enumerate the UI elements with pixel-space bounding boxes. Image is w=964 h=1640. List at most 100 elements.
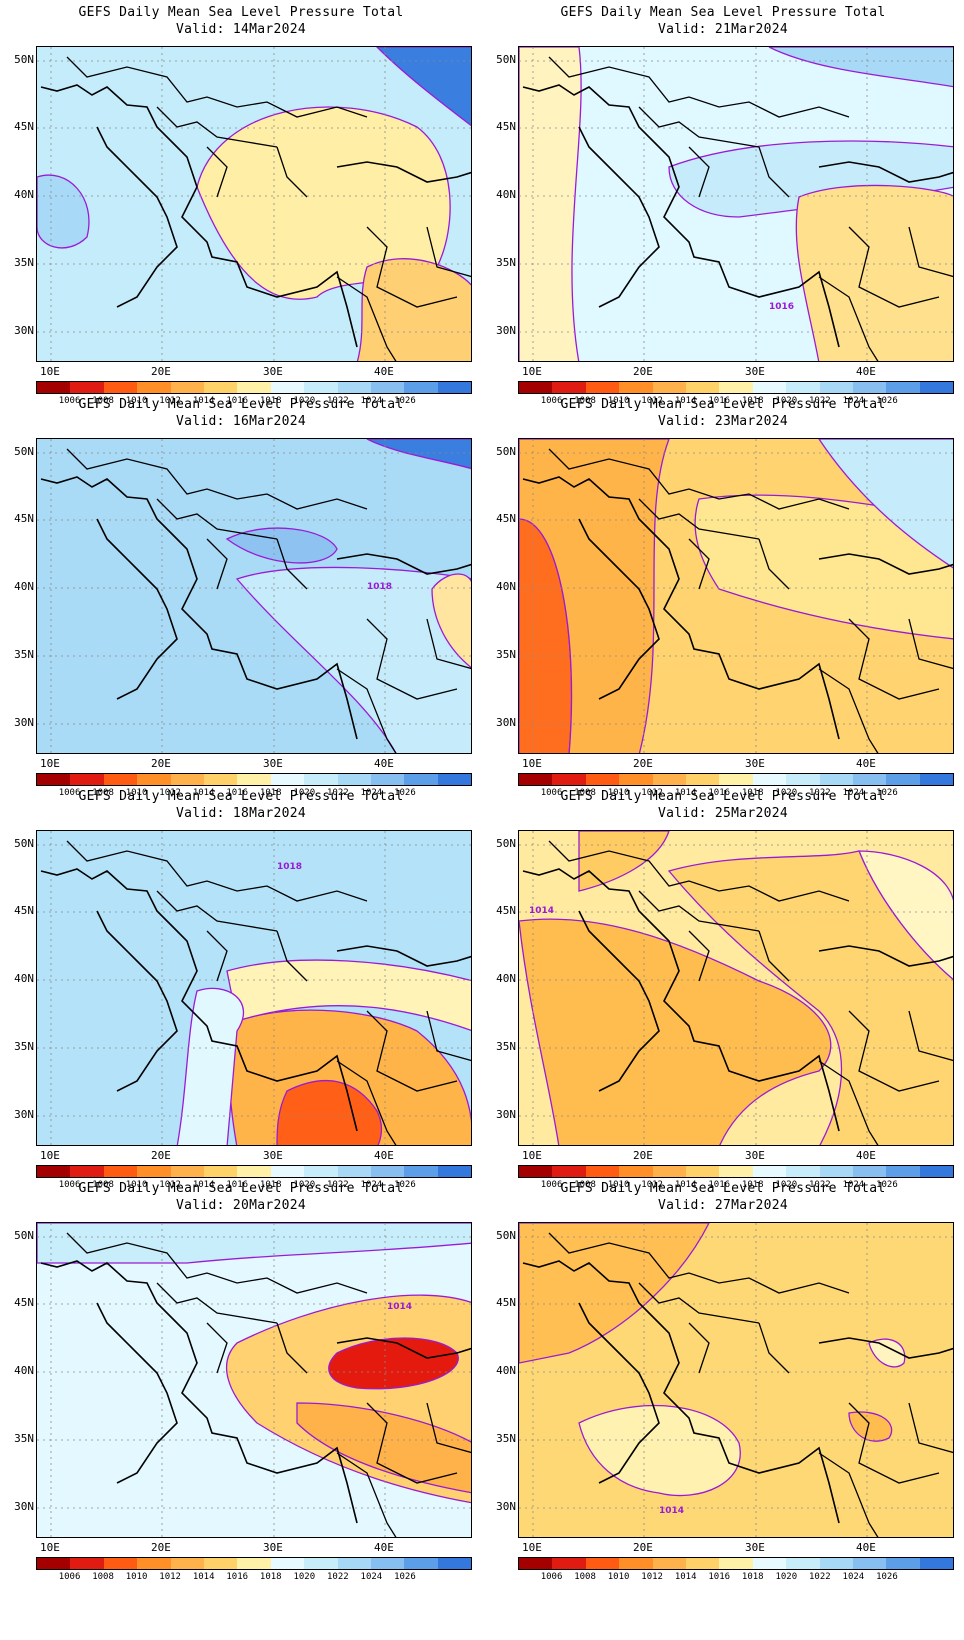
colorbar-swatch <box>585 774 620 785</box>
colorbar-swatch <box>137 382 171 393</box>
lat-label: 45N <box>14 120 34 133</box>
colorbar-tick-label: 1014 <box>192 1572 215 1582</box>
colorbar-swatch <box>304 1166 338 1177</box>
lat-label: 45N <box>14 512 34 525</box>
lat-label: 35N <box>496 1432 516 1445</box>
colorbar-swatch <box>237 382 271 393</box>
colorbar-swatch <box>886 382 920 393</box>
colorbar-tick-label: 1026 <box>394 1572 416 1582</box>
lon-label: 40E <box>856 1541 876 1554</box>
pressure-map: 1018 <box>36 438 472 754</box>
pressure-area <box>519 439 670 753</box>
pressure-map <box>518 438 954 754</box>
colorbar-swatch <box>70 1558 104 1569</box>
lon-label: 10E <box>40 1149 60 1162</box>
colorbar-tick-label: 1022 <box>327 1572 349 1582</box>
colorbar-tick-label: 1018 <box>741 396 764 406</box>
lat-label: 40N <box>496 580 516 593</box>
colorbar-tick-label: 1018 <box>259 396 282 406</box>
lat-label: 50N <box>14 837 34 850</box>
colorbar-swatch <box>337 1558 371 1569</box>
lon-label: 20E <box>151 365 171 378</box>
map-panel: GEFS Daily Mean Sea Level Pressure Total… <box>482 0 964 410</box>
colorbar-tick-label: 1006 <box>540 1572 563 1582</box>
colorbar-tick-label: 1020 <box>775 1180 798 1190</box>
colorbar-tick-label: 1018 <box>259 1572 282 1582</box>
map-panel: GEFS Daily Mean Sea Level Pressure Total… <box>0 0 482 410</box>
colorbar <box>518 1165 954 1178</box>
colorbar-tick-label: 1018 <box>259 1180 282 1190</box>
lat-label: 35N <box>14 256 34 269</box>
panel-title: GEFS Daily Mean Sea Level Pressure Total <box>78 1181 404 1196</box>
colorbar-tick-label: 1016 <box>226 788 249 798</box>
lat-label: 50N <box>496 1229 516 1242</box>
colorbar <box>518 1557 954 1570</box>
contour-label: 1018 <box>367 582 392 592</box>
contour-label: 1014 <box>387 1302 412 1312</box>
colorbar-swatch <box>170 1166 204 1177</box>
colorbar-swatch <box>170 1558 204 1569</box>
colorbar-swatch <box>270 382 305 393</box>
lon-label: 40E <box>374 1541 394 1554</box>
panel-valid-date: Valid: 18Mar2024 <box>175 806 307 821</box>
lat-label: 40N <box>496 1364 516 1377</box>
colorbar-swatch <box>719 774 753 785</box>
colorbar-swatch <box>619 774 653 785</box>
colorbar-swatch <box>685 1558 720 1569</box>
pressure-map: 1014 <box>518 1222 954 1538</box>
colorbar-tick-label: 1022 <box>327 1180 349 1190</box>
colorbar-swatch <box>437 382 472 393</box>
lat-label: 30N <box>496 324 516 337</box>
colorbar-swatch <box>819 1166 853 1177</box>
colorbar-tick-label: 1010 <box>125 788 148 798</box>
colorbar-swatch <box>370 1558 405 1569</box>
contour-label: 1016 <box>769 302 794 312</box>
pressure-map: 1018 <box>36 830 472 1146</box>
colorbar-tick-label: 1008 <box>574 1180 596 1190</box>
pressure-area <box>868 1338 906 1368</box>
lon-label: 10E <box>522 365 542 378</box>
colorbar-tick-label: 1010 <box>607 788 630 798</box>
colorbar-tick-label: 1024 <box>842 1572 865 1582</box>
colorbar-tick-label: 1026 <box>876 788 898 798</box>
lat-label: 50N <box>14 53 34 66</box>
lat-label: 30N <box>496 716 516 729</box>
colorbar-swatch <box>370 774 405 785</box>
colorbar-tick-label: 1022 <box>809 1572 831 1582</box>
country-borders <box>66 1232 471 1537</box>
colorbar-tick-label: 1026 <box>876 1180 898 1190</box>
colorbar <box>518 381 954 394</box>
colorbar-tick-label: 1012 <box>641 396 663 406</box>
lon-label: 30E <box>263 757 283 770</box>
colorbar-tick-label: 1014 <box>192 1180 215 1190</box>
colorbar-swatch <box>719 382 753 393</box>
lon-label: 40E <box>374 1149 394 1162</box>
colorbar-swatch <box>619 382 653 393</box>
colorbar-swatch <box>37 382 71 393</box>
lat-label: 40N <box>14 580 34 593</box>
colorbar-swatch <box>37 774 71 785</box>
lon-label: 20E <box>633 1149 653 1162</box>
colorbar-swatch <box>685 382 720 393</box>
country-borders <box>548 840 953 1145</box>
colorbar-swatch <box>619 1558 653 1569</box>
colorbar-swatch <box>619 1166 653 1177</box>
lat-label: 45N <box>14 904 34 917</box>
lat-label: 30N <box>496 1500 516 1513</box>
colorbar-tick-label: 1018 <box>741 788 764 798</box>
colorbar-tick-label: 1020 <box>293 396 316 406</box>
country-borders <box>548 56 953 361</box>
colorbar-tick-label: 1010 <box>125 1572 148 1582</box>
colorbar-tick-label: 1016 <box>226 1180 249 1190</box>
colorbar-tick-label: 1014 <box>192 788 215 798</box>
lon-label: 20E <box>151 1541 171 1554</box>
colorbar-tick-label: 1018 <box>741 1572 764 1582</box>
colorbar-tick-label: 1024 <box>360 396 383 406</box>
lon-label: 20E <box>633 1541 653 1554</box>
coastline <box>522 1260 953 1524</box>
pressure-area <box>694 494 953 640</box>
country-borders <box>548 1232 953 1537</box>
colorbar-swatch <box>819 774 853 785</box>
colorbar-tick-label: 1012 <box>159 1180 181 1190</box>
lon-label: 10E <box>522 1541 542 1554</box>
